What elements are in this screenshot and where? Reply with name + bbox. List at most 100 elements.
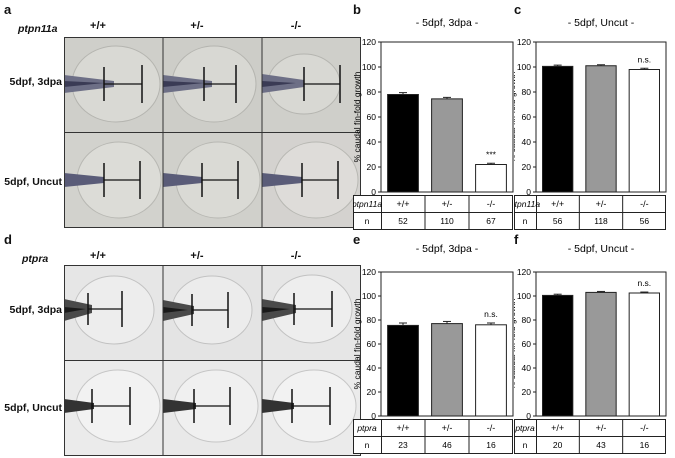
panel-a-micrograph-uncut-het xyxy=(163,133,262,228)
chart-f-ytick-label-5: 100 xyxy=(517,291,531,301)
chart-e-category-0: +/+ xyxy=(396,423,409,433)
panel-a-genotype-wt: +/+ xyxy=(90,20,106,32)
panel-a-micrograph-uncut-hom xyxy=(262,133,361,228)
chart-c-ytick-label-3: 60 xyxy=(522,112,532,122)
panel-d-row-uncut: 5dpf, Uncut xyxy=(4,402,62,414)
chart-f-ytick-label-3: 60 xyxy=(522,339,532,349)
chart-c-ytick-label-5: 100 xyxy=(517,62,531,72)
chart-b-category-0: +/+ xyxy=(396,199,409,209)
chart-b-title: - 5dpf, 3dpa - xyxy=(416,17,479,29)
chart-f-ytick-label-6: 120 xyxy=(517,267,531,277)
chart-c-ytick-label-2: 40 xyxy=(522,137,532,147)
chart-b-bar-2 xyxy=(475,164,507,193)
panel-d-genotype-het: +/- xyxy=(190,250,204,262)
chart-e-ytick-label-1: 20 xyxy=(367,387,377,397)
chart-b-ytick-label-1: 20 xyxy=(367,162,377,172)
chart-f-title: - 5dpf, Uncut - xyxy=(568,243,635,255)
panel-a-micrograph-3dpa-het xyxy=(163,37,262,132)
chart-c-ylabel: % caudal fin-fold growth xyxy=(514,71,517,162)
panel-a-micrograph-uncut-wt xyxy=(64,133,163,228)
chart-c-n-1: 118 xyxy=(594,216,608,226)
panel-c-letter: c xyxy=(514,2,522,17)
panel-a-genotype-het: +/- xyxy=(190,20,204,32)
chart-c-n-0: 56 xyxy=(553,216,563,226)
chart-b-ytick-label-6: 120 xyxy=(362,37,376,47)
chart-b-ylabel: % caudal fin-fold growth xyxy=(353,71,362,162)
chart-e-bar-0 xyxy=(387,324,419,417)
chart-c-bar-1 xyxy=(585,65,617,193)
panel-a-gene: ptpn11a xyxy=(18,23,58,35)
chart-e-category-1: +/- xyxy=(442,423,453,433)
chart-f-ytick-label-0: 0 xyxy=(526,411,531,421)
chart-b-n-0: 52 xyxy=(398,216,408,226)
chart-c-annotation-2: n.s. xyxy=(637,54,651,64)
panel-e-letter: e xyxy=(353,232,361,247)
chart-e-table-gene: ptpra xyxy=(356,423,377,433)
chart-b-table-gene: ptpn11a xyxy=(353,199,382,209)
chart-f-bar-0 xyxy=(542,294,574,417)
panel-a-micrograph-3dpa-wt xyxy=(64,37,163,132)
panel-f-letter: f xyxy=(514,232,519,247)
chart-f-bar-1 xyxy=(585,291,617,417)
panel-d-row-3dpa: 5dpf, 3dpa xyxy=(9,304,62,316)
panel-a-image-grid xyxy=(64,37,361,228)
panel-d-micrograph-uncut-wt xyxy=(64,361,163,456)
chart-c: - 5dpf, Uncut - % caudal fin-fold growth 0… xyxy=(514,17,667,230)
chart-c-ytick-label-1: 20 xyxy=(522,162,532,172)
chart-e-bar-2 xyxy=(475,324,507,417)
panel-d-image-grid xyxy=(64,265,361,456)
chart-e-n-1: 46 xyxy=(442,440,452,450)
panel-d-micrograph-3dpa-wt xyxy=(64,265,163,360)
chart-b-bar-0 xyxy=(387,94,419,193)
chart-c-bar-2 xyxy=(628,69,660,193)
chart-f-n-1: 43 xyxy=(596,440,606,450)
chart-f-table-n-label: n xyxy=(523,440,528,450)
chart-b-annotation-2: *** xyxy=(486,149,497,159)
chart-b-ytick-label-2: 40 xyxy=(367,137,377,147)
chart-e: - 5dpf, 3dpa - % caudal fin-fold growth 0 2… xyxy=(353,243,514,454)
chart-f-ytick-label-2: 40 xyxy=(522,363,532,373)
chart-f-category-0: +/+ xyxy=(551,423,564,433)
panel-b-letter: b xyxy=(353,2,361,17)
chart-c-ytick-label-0: 0 xyxy=(526,187,531,197)
chart-f-table-gene: ptpra xyxy=(514,423,535,433)
chart-c-bar-0 xyxy=(542,65,574,193)
chart-e-title: - 5dpf, 3dpa - xyxy=(416,243,479,255)
chart-c-table-n-label: n xyxy=(523,216,528,226)
chart-c-title: - 5dpf, Uncut - xyxy=(568,17,635,29)
chart-b-ytick-label-4: 80 xyxy=(367,87,377,97)
chart-e-ytick-label-6: 120 xyxy=(362,267,376,277)
panel-d-gene: ptpra xyxy=(22,253,49,265)
panel-d-micrograph-3dpa-hom xyxy=(262,265,361,360)
panel-d-genotype-hom: -/- xyxy=(290,250,302,262)
panel-a-row-uncut: 5dpf, Uncut xyxy=(4,176,62,188)
panel-a-micrograph-3dpa-hom xyxy=(262,37,361,132)
chart-c-category-2: -/- xyxy=(640,199,649,209)
chart-c-category-0: +/+ xyxy=(551,199,564,209)
chart-c-n-2: 56 xyxy=(640,216,650,226)
chart-c-category-1: +/- xyxy=(596,199,607,209)
chart-b-table-n-label: n xyxy=(365,216,370,226)
chart-f-ylabel: % caudal fin-fold growth xyxy=(514,298,517,389)
chart-b: - 5dpf, 3dpa - % caudal fin-fold growth 0 2… xyxy=(353,17,514,230)
chart-f-n-2: 16 xyxy=(640,440,650,450)
panel-a-row-3dpa: 5dpf, 3dpa xyxy=(9,76,62,88)
chart-f-annotation-2: n.s. xyxy=(637,278,651,288)
chart-f-ytick-label-1: 20 xyxy=(522,387,532,397)
chart-b-ytick-label-0: 0 xyxy=(371,187,376,197)
panel-d-micrograph-uncut-het xyxy=(163,361,262,456)
panel-d-genotype-wt: +/+ xyxy=(90,250,106,262)
chart-e-n-2: 16 xyxy=(486,440,496,450)
chart-e-ytick-label-0: 0 xyxy=(371,411,376,421)
chart-c-ytick-label-4: 80 xyxy=(522,87,532,97)
panel-d-letter: d xyxy=(4,232,12,247)
chart-b-n-2: 67 xyxy=(486,216,496,226)
chart-b-category-1: +/- xyxy=(442,199,453,209)
chart-c-ytick-label-6: 120 xyxy=(517,37,531,47)
chart-e-n-0: 23 xyxy=(398,440,408,450)
chart-e-category-2: -/- xyxy=(487,423,496,433)
chart-e-ytick-label-3: 60 xyxy=(367,339,377,349)
chart-b-ytick-label-3: 60 xyxy=(367,112,377,122)
panel-d-micrograph-uncut-hom xyxy=(262,361,361,456)
chart-f-bar-2 xyxy=(628,292,660,417)
